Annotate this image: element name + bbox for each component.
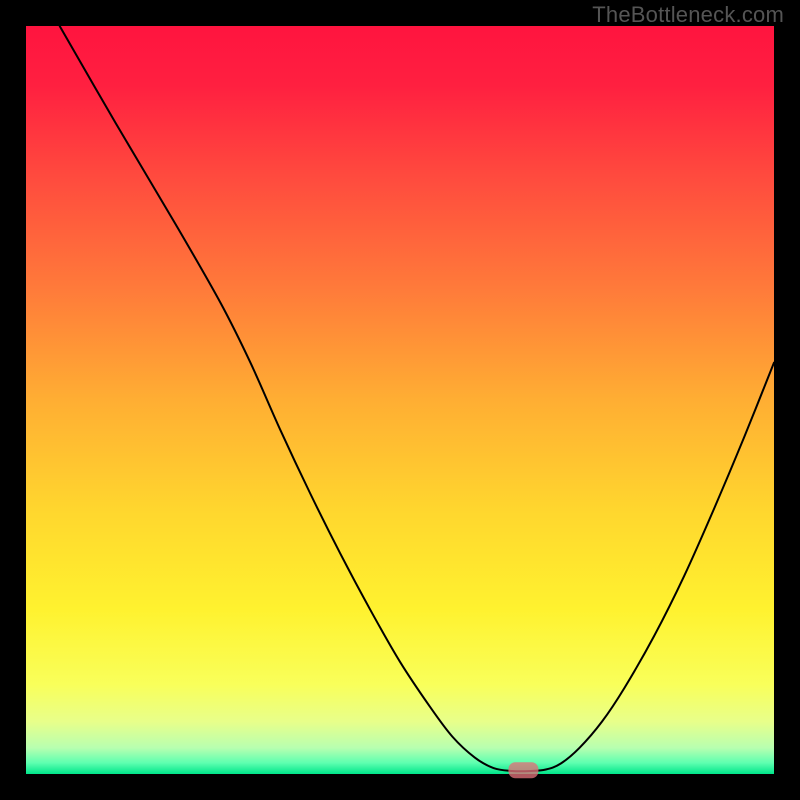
- watermark-text: TheBottleneck.com: [592, 2, 784, 28]
- optimal-point-marker: [508, 762, 538, 778]
- chart-container: TheBottleneck.com: [0, 0, 800, 800]
- bottleneck-curve-chart: [0, 0, 800, 800]
